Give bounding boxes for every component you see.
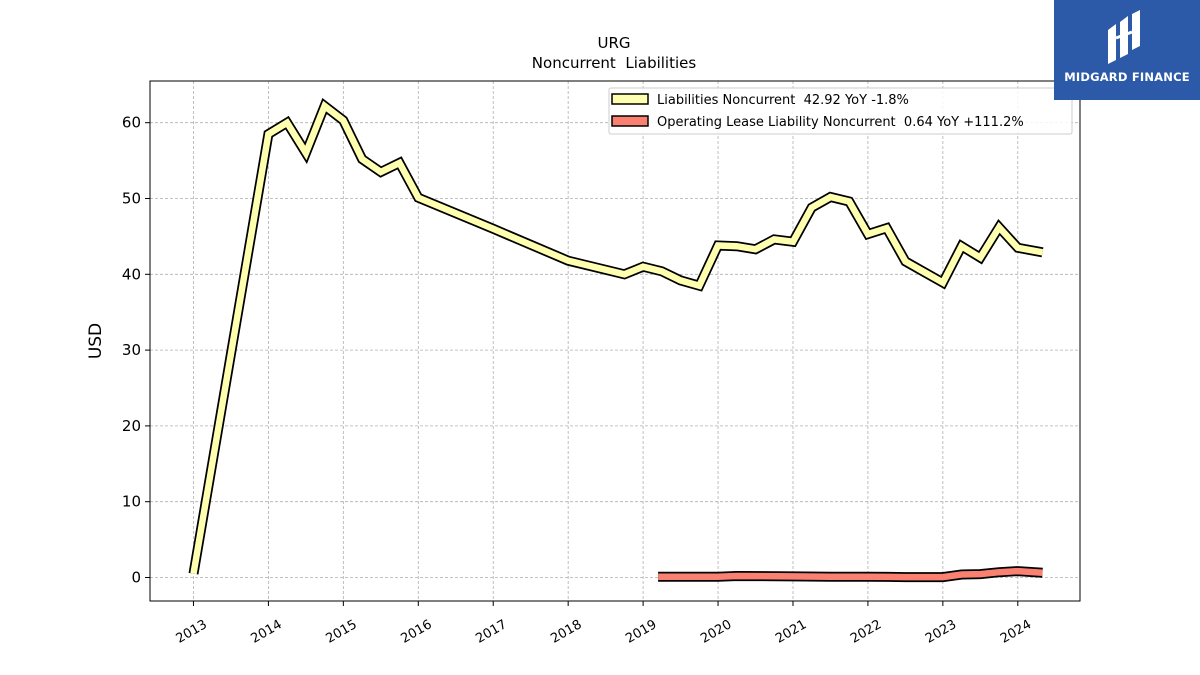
x-tick-label: 2020 bbox=[698, 617, 734, 647]
legend-label-liabilities: Liabilities Noncurrent 42.92 YoY -1.8% bbox=[657, 93, 909, 108]
y-tick-label: 10 bbox=[122, 493, 141, 511]
y-axis-label: USD bbox=[86, 323, 106, 359]
series-lines bbox=[188, 97, 1044, 583]
x-tick-label: 2017 bbox=[473, 617, 509, 647]
series-outline-0 bbox=[188, 97, 1044, 575]
x-tick-label: 2019 bbox=[623, 617, 659, 647]
brand-logo: MIDGARD FINANCE bbox=[1054, 0, 1200, 100]
legend: Liabilities Noncurrent 42.92 YoY -1.8% O… bbox=[608, 87, 1073, 135]
x-tick-label: 2013 bbox=[174, 617, 210, 647]
y-axis: 0 10 20 30 40 50 60 bbox=[122, 114, 150, 587]
x-tick-label: 2023 bbox=[923, 617, 959, 647]
x-tick-label: 2015 bbox=[324, 617, 360, 647]
chart-subtitle: Noncurrent Liabilities bbox=[532, 54, 697, 72]
x-tick-label: 2021 bbox=[773, 617, 809, 647]
x-tick-label: 2018 bbox=[548, 617, 584, 647]
midgard-mark-icon bbox=[1108, 10, 1140, 64]
series-line-0 bbox=[190, 100, 1044, 575]
y-tick-label: 60 bbox=[122, 114, 141, 132]
x-axis: 2013 2014 2015 2016 2017 2018 2019 2020 2021 2022… bbox=[174, 601, 1034, 647]
x-tick-label: 2014 bbox=[249, 617, 285, 647]
chart-title: URG bbox=[597, 34, 630, 52]
y-tick-label: 30 bbox=[122, 341, 141, 359]
legend-box bbox=[608, 87, 1073, 135]
legend-swatch-operating-lease bbox=[611, 115, 649, 127]
y-tick-label: 0 bbox=[131, 569, 141, 587]
y-tick-label: 40 bbox=[122, 265, 141, 283]
x-tick-label: 2016 bbox=[398, 617, 434, 647]
legend-label-operating-lease: Operating Lease Liability Noncurrent 0.6… bbox=[657, 115, 1024, 130]
plot-frame bbox=[149, 80, 1081, 602]
brand-name: MIDGARD FINANCE bbox=[1064, 70, 1190, 84]
x-tick-label: 2024 bbox=[998, 617, 1034, 647]
y-tick-label: 50 bbox=[122, 189, 141, 207]
y-tick-label: 20 bbox=[122, 417, 141, 435]
legend-swatch-liabilities bbox=[611, 93, 649, 105]
grid-lines bbox=[150, 81, 1080, 601]
x-tick-label: 2022 bbox=[848, 617, 884, 647]
series-line-1 bbox=[658, 567, 1043, 581]
